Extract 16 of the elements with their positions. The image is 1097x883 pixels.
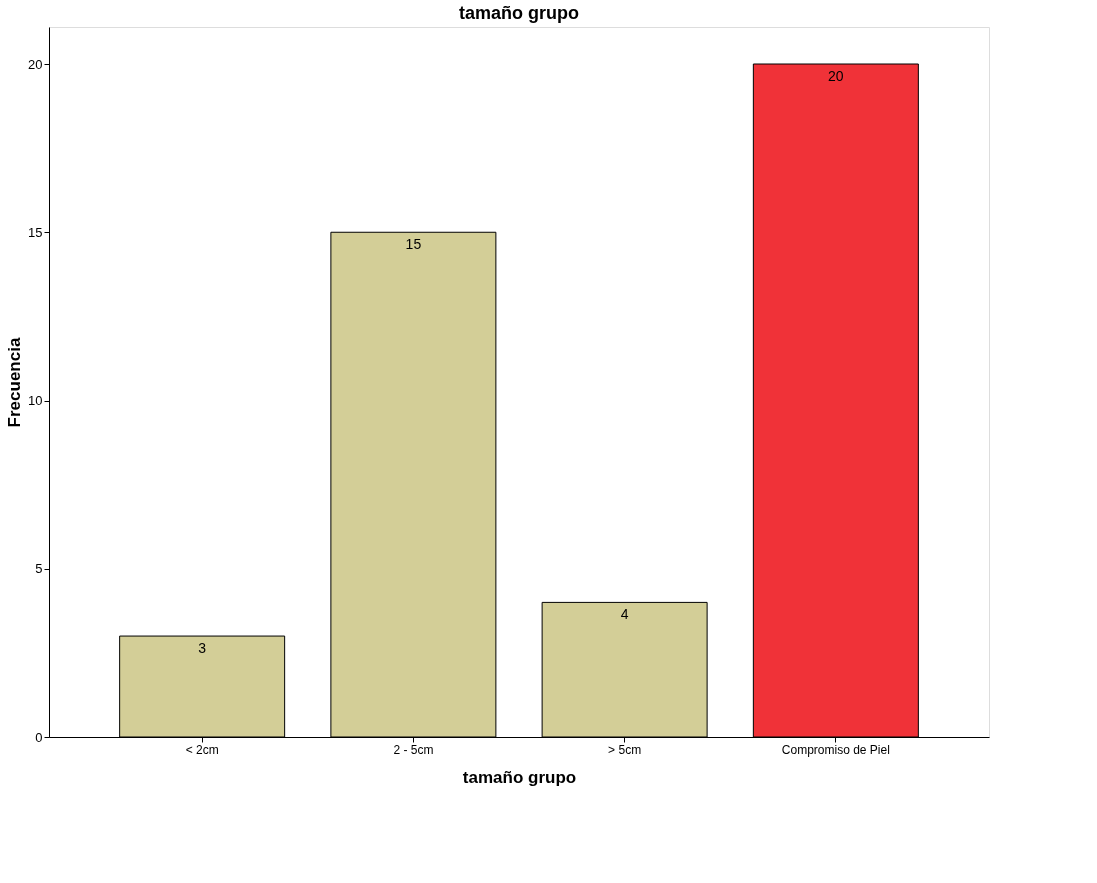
x-axis-title: tamaño grupo bbox=[462, 767, 577, 787]
y-tick-label: 15 bbox=[28, 224, 43, 240]
x-tick-label: < 2cm bbox=[185, 742, 219, 757]
y-tick-label: 5 bbox=[35, 561, 43, 577]
data-label: 3 bbox=[198, 640, 207, 657]
y-tick-label: 20 bbox=[28, 56, 43, 72]
y-tick-label: 0 bbox=[35, 729, 43, 745]
data-label: 4 bbox=[620, 606, 629, 623]
x-tick-label: > 5cm bbox=[608, 742, 642, 757]
x-tick-label: Compromiso de Piel bbox=[781, 742, 890, 757]
data-label: 20 bbox=[828, 68, 844, 85]
chart-title: tamaño grupo bbox=[459, 3, 579, 23]
y-tick-label: 10 bbox=[28, 393, 43, 409]
data-label: 15 bbox=[405, 236, 422, 253]
x-tick-label: 2 - 5cm bbox=[393, 742, 434, 757]
y-axis-title: Frecuencia bbox=[5, 337, 25, 428]
